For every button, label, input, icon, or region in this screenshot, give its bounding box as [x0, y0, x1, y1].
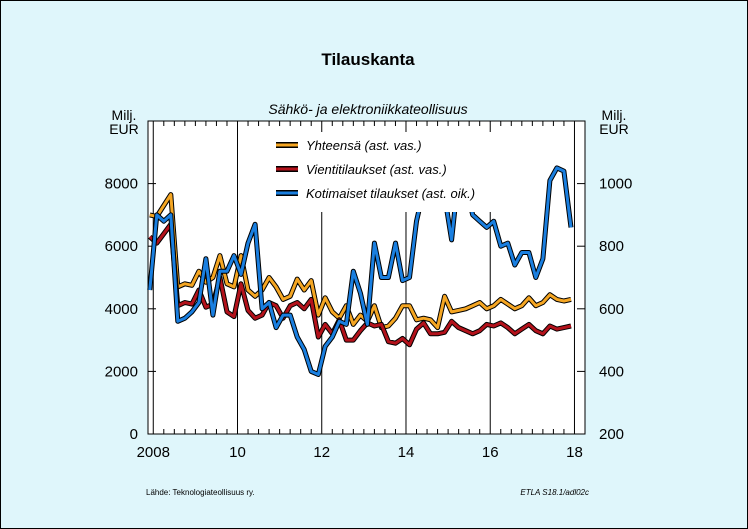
right-tick-label: 600 — [599, 301, 624, 318]
left-tick-label: 2000 — [105, 363, 138, 380]
x-tick-label: 14 — [398, 444, 415, 461]
legend-label-domestic: Kotimaiset tilaukset (ast. oik.) — [306, 186, 475, 201]
chart-title: Tilauskanta — [321, 50, 415, 69]
left-axis-unit-line1: Milj. — [112, 107, 137, 123]
right-axis: 200 400 600 800 1000 — [577, 176, 632, 443]
x-tick-label: 16 — [482, 444, 499, 461]
left-tick-label: 8000 — [105, 176, 138, 193]
right-tick-label: 1000 — [599, 176, 632, 193]
series-layer — [147, 165, 574, 377]
legend-box — [270, 132, 514, 212]
right-tick-label: 400 — [599, 363, 624, 380]
left-tick-label: 0 — [130, 426, 138, 443]
legend-label-total: Yhteensä (ast. vas.) — [306, 138, 422, 153]
series-line-domestic — [148, 166, 573, 376]
x-tick-label: 18 — [566, 444, 583, 461]
chart-code: ETLA S18.1/adl02c — [520, 488, 589, 497]
x-axis: 2008 10 12 14 16 18 — [137, 121, 583, 461]
left-tick-label: 4000 — [105, 301, 138, 318]
legend: Yhteensä (ast. vas.) Vientitilaukset (as… — [276, 138, 475, 201]
right-tick-label: 800 — [599, 238, 624, 255]
x-tick-label: 10 — [229, 444, 246, 461]
left-axis: 0 2000 4000 6000 8000 — [105, 176, 156, 443]
right-axis-unit-line2: EUR — [599, 121, 629, 137]
x-tick-label: 12 — [313, 444, 330, 461]
series-line-total — [149, 193, 572, 330]
legend-label-export: Vientitilaukset (ast. vas.) — [306, 162, 447, 177]
chart-subtitle: Sähkö- ja elektroniikkateollisuus — [268, 101, 467, 117]
right-axis-unit-line1: Milj. — [602, 107, 627, 123]
x-tick-label: 2008 — [137, 444, 170, 461]
source-note: Lähde: Teknologiateollisuus ry. — [146, 488, 255, 497]
left-axis-unit-line2: EUR — [109, 121, 139, 137]
right-tick-label: 200 — [599, 426, 624, 443]
left-tick-label: 6000 — [105, 238, 138, 255]
